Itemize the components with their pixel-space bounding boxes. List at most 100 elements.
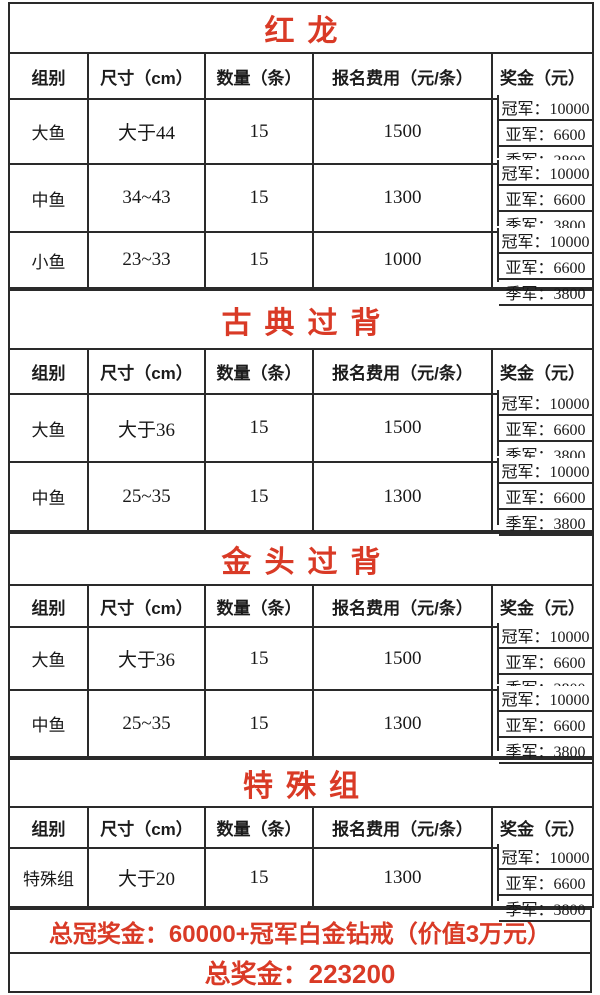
- prize-cell: 冠军：10000 亚军：6600 季军：3800: [490, 458, 595, 536]
- prize-champion: 冠军：10000: [499, 844, 593, 870]
- prize-cell: 冠军：10000 亚军：6600 季军：3800: [490, 686, 595, 764]
- size-cell: 34~43: [87, 163, 206, 233]
- total-prize: 总奖金：223200: [8, 952, 592, 993]
- prize-champion: 冠军：10000: [499, 458, 593, 484]
- group-cell: 特殊组: [8, 847, 89, 908]
- prize-sub-table: 冠军：10000 亚军：6600 季军：3800: [497, 686, 593, 764]
- fee-cell: 1000: [312, 231, 493, 289]
- prize-champion: 冠军：10000: [499, 623, 593, 649]
- quantity-cell: 15: [204, 163, 314, 233]
- size-cell: 23~33: [87, 231, 206, 289]
- table-row: 中鱼 34~43 15 1300 冠军：10000 亚军：6600 季军：380…: [8, 160, 595, 238]
- fee-cell: 1300: [312, 847, 493, 908]
- prize-runner-up: 亚军：6600: [499, 712, 593, 738]
- prize-cell: 冠军：10000 亚军：6600 季军：3800: [490, 623, 595, 701]
- prize-runner-up: 亚军：6600: [499, 186, 593, 212]
- header-row: 组别 尺寸（cm） 数量（条） 报名费用（元/条） 奖金（元）: [8, 52, 595, 100]
- col-header-group: 组别: [8, 806, 89, 849]
- section-classic-crossback: 古典过背 组别 尺寸（cm） 数量（条） 报名费用（元/条） 奖金（元） 大鱼 …: [7, 289, 595, 536]
- prize-champion: 冠军：10000: [499, 390, 593, 416]
- table-row: 大鱼 大于44 15 1500 冠军：10000 亚军：6600 季军：3800: [8, 95, 595, 173]
- fee-cell: 1500: [312, 98, 493, 165]
- prize-runner-up: 亚军：6600: [499, 870, 593, 896]
- group-cell: 大鱼: [8, 626, 89, 691]
- table-row: 中鱼 25~35 15 1300 冠军：10000 亚军：6600 季军：380…: [8, 686, 595, 764]
- prize-runner-up: 亚军：6600: [499, 416, 593, 442]
- col-header-fee: 报名费用（元/条）: [312, 348, 493, 395]
- col-header-prize: 奖金（元）: [490, 806, 595, 849]
- footer-totals: 总冠奖金：60000+冠军白金钻戒（价值3万元） 总奖金：223200: [8, 908, 592, 993]
- prize-sub-table: 冠军：10000 亚军：6600 季军：3800: [497, 95, 593, 173]
- header-row: 组别 尺寸（cm） 数量（条） 报名费用（元/条） 奖金（元）: [8, 584, 595, 628]
- col-header-group: 组别: [8, 584, 89, 628]
- col-header-prize: 奖金（元）: [490, 584, 595, 628]
- col-header-quantity: 数量（条）: [204, 52, 314, 100]
- table-row: 大鱼 大于36 15 1500 冠军：10000 亚军：6600 季军：3800: [8, 623, 595, 701]
- group-cell: 大鱼: [8, 98, 89, 165]
- section-red-arowana: 红龙 组别 尺寸（cm） 数量（条） 报名费用（元/条） 奖金（元） 大鱼 大于…: [7, 2, 595, 306]
- col-header-quantity: 数量（条）: [204, 584, 314, 628]
- group-cell: 大鱼: [8, 393, 89, 463]
- prize-third: 季军：3800: [499, 280, 593, 306]
- col-header-fee: 报名费用（元/条）: [312, 806, 493, 849]
- prize-champion: 冠军：10000: [499, 160, 593, 186]
- col-header-group: 组别: [8, 52, 89, 100]
- quantity-cell: 15: [204, 626, 314, 691]
- col-header-prize: 奖金（元）: [490, 348, 595, 395]
- col-header-group: 组别: [8, 348, 89, 395]
- quantity-cell: 15: [204, 461, 314, 532]
- col-header-quantity: 数量（条）: [204, 348, 314, 395]
- group-cell: 中鱼: [8, 461, 89, 532]
- quantity-cell: 15: [204, 393, 314, 463]
- prize-cell: 冠军：10000 亚军：6600 季军：3800: [490, 160, 595, 238]
- quantity-cell: 15: [204, 98, 314, 165]
- prize-champion: 冠军：10000: [499, 95, 593, 121]
- section-goldhead-crossback: 金头过背 组别 尺寸（cm） 数量（条） 报名费用（元/条） 奖金（元） 大鱼 …: [7, 532, 595, 764]
- prize-cell: 冠军：10000 亚军：6600 季军：3800: [490, 844, 595, 922]
- section-title: 红龙: [7, 2, 595, 54]
- prize-sub-table: 冠军：10000 亚军：6600 季军：3800: [497, 844, 593, 922]
- col-header-size: 尺寸（cm）: [87, 52, 206, 100]
- prize-third: 季军：3800: [499, 510, 593, 536]
- header-row: 组别 尺寸（cm） 数量（条） 报名费用（元/条） 奖金（元）: [8, 806, 595, 849]
- prize-cell: 冠军：10000 亚军：6600 季军：3800: [490, 390, 595, 468]
- size-cell: 大于36: [87, 393, 206, 463]
- prize-runner-up: 亚军：6600: [499, 649, 593, 675]
- col-header-prize: 奖金（元）: [490, 52, 595, 100]
- fee-cell: 1300: [312, 689, 493, 758]
- prize-cell: 冠军：10000 亚军：6600 季军：3800: [490, 228, 595, 306]
- prize-sub-table: 冠军：10000 亚军：6600 季军：3800: [497, 160, 593, 238]
- col-header-size: 尺寸（cm）: [87, 348, 206, 395]
- prize-cell: 冠军：10000 亚军：6600 季军：3800: [490, 95, 595, 173]
- section-title: 古典过背: [7, 289, 595, 350]
- quantity-cell: 15: [204, 689, 314, 758]
- group-cell: 小鱼: [8, 231, 89, 289]
- size-cell: 25~35: [87, 689, 206, 758]
- table-row: 大鱼 大于36 15 1500 冠军：10000 亚军：6600 季军：3800: [8, 390, 595, 468]
- quantity-cell: 15: [204, 847, 314, 908]
- col-header-quantity: 数量（条）: [204, 806, 314, 849]
- fee-cell: 1300: [312, 163, 493, 233]
- section-title: 特殊组: [7, 758, 595, 808]
- prize-third: 季军：3800: [499, 896, 593, 922]
- fee-cell: 1500: [312, 626, 493, 691]
- size-cell: 大于36: [87, 626, 206, 691]
- prize-sub-table: 冠军：10000 亚军：6600 季军：3800: [497, 228, 593, 306]
- prize-runner-up: 亚军：6600: [499, 121, 593, 147]
- prize-runner-up: 亚军：6600: [499, 484, 593, 510]
- prize-champion: 冠军：10000: [499, 686, 593, 712]
- prize-sub-table: 冠军：10000 亚军：6600 季军：3800: [497, 458, 593, 536]
- col-header-fee: 报名费用（元/条）: [312, 52, 493, 100]
- total-champion-prize: 总冠奖金：60000+冠军白金钻戒（价值3万元）: [8, 908, 592, 954]
- col-header-fee: 报名费用（元/条）: [312, 584, 493, 628]
- group-cell: 中鱼: [8, 163, 89, 233]
- prize-sub-table: 冠军：10000 亚军：6600 季军：3800: [497, 390, 593, 468]
- table-row: 特殊组 大于20 15 1300 冠军：10000 亚军：6600 季军：380…: [8, 844, 595, 922]
- fee-cell: 1500: [312, 393, 493, 463]
- size-cell: 25~35: [87, 461, 206, 532]
- fee-cell: 1300: [312, 461, 493, 532]
- prize-champion: 冠军：10000: [499, 228, 593, 254]
- prize-sub-table: 冠军：10000 亚军：6600 季军：3800: [497, 623, 593, 701]
- quantity-cell: 15: [204, 231, 314, 289]
